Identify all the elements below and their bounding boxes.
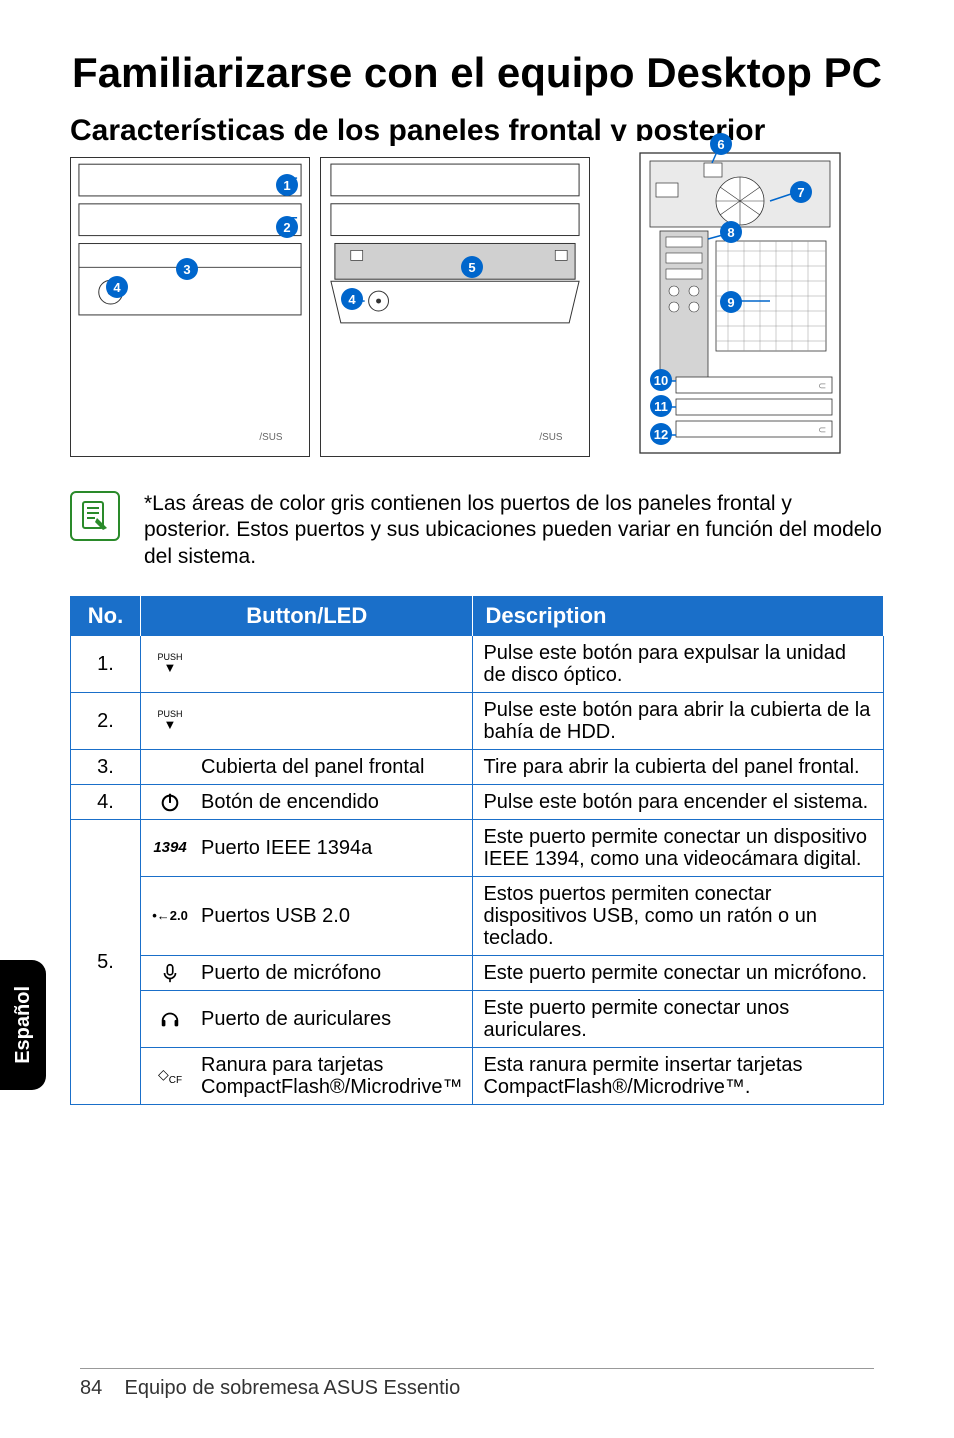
svg-text:⊂: ⊂ xyxy=(818,425,826,436)
svg-text:⊂: ⊂ xyxy=(818,381,826,392)
table-row: ◇CF Ranura para tarjetas CompactFlash®/Mi… xyxy=(71,1047,884,1104)
footer-text: Equipo de sobremesa ASUS Essentio xyxy=(124,1377,460,1399)
description-cell: Este puerto permite conectar un micrófon… xyxy=(473,955,884,990)
table-row: 5.1394Puerto IEEE 1394aEste puerto permi… xyxy=(71,819,884,876)
table-row: 2. PUSH▼ Pulse este botón para abrir la cu… xyxy=(71,692,884,749)
button-led-cell: Puerto de micrófono xyxy=(141,955,473,990)
mic-icon xyxy=(151,962,189,984)
button-led-cell: PUSH▼ xyxy=(141,692,473,749)
description-cell: Tire para abrir la cubierta del panel fr… xyxy=(473,749,884,784)
button-led-cell: Cubierta del panel frontal xyxy=(141,749,473,784)
button-led-label: Puertos USB 2.0 xyxy=(201,905,462,927)
table-row: Puerto de micrófono Este puerto permite c… xyxy=(71,955,884,990)
language-tab-label: Español xyxy=(12,986,35,1064)
table-row: 3. Cubierta del panel frontal Tire para ab… xyxy=(71,749,884,784)
language-tab: Español xyxy=(0,960,46,1090)
svg-text:/SUS: /SUS xyxy=(259,432,283,443)
note-text: *Las áreas de color gris contienen los p… xyxy=(144,491,884,570)
description-cell: Este puerto permite conectar unos auricu… xyxy=(473,990,884,1047)
diagram-front-1: /SUS 1234 xyxy=(70,157,310,457)
button-led-label: Cubierta del panel frontal xyxy=(201,756,462,778)
diagram-front-2: /SUS 54 xyxy=(320,157,590,457)
note-icon xyxy=(70,491,120,541)
table-row: 1. PUSH▼ Pulse este botón para expulsar la… xyxy=(71,635,884,692)
button-led-cell: Botón de encendido xyxy=(141,784,473,819)
button-led-label: Puerto de auriculares xyxy=(201,1008,462,1030)
row-number: 3. xyxy=(71,749,141,784)
th-no: No. xyxy=(71,596,141,635)
th-description: Description xyxy=(473,596,884,635)
description-cell: Pulse este botón para encender el sistem… xyxy=(473,784,884,819)
row-number: 4. xyxy=(71,784,141,819)
page-title: Familiarizarse con el equipo Desktop PC xyxy=(70,50,884,96)
usb-icon: •←2.0 xyxy=(151,909,189,923)
description-cell: Pulse este botón para expulsar la unidad… xyxy=(473,635,884,692)
row-number: 1. xyxy=(71,635,141,692)
spec-table: No. Button/LED Description 1. PUSH▼ Pulse … xyxy=(70,596,884,1105)
description-cell: Este puerto permite conectar un disposit… xyxy=(473,819,884,876)
description-cell: Estos puertos permiten conectar disposit… xyxy=(473,876,884,955)
page-number: 84 xyxy=(80,1377,102,1399)
table-row: 4. Botón de encendido Pulse este botón par… xyxy=(71,784,884,819)
button-led-cell: •←2.0 Puertos USB 2.0 xyxy=(141,876,473,955)
description-cell: Pulse este botón para abrir la cubierta … xyxy=(473,692,884,749)
1394-icon: 1394 xyxy=(151,840,189,857)
row-number: 2. xyxy=(71,692,141,749)
button-led-label: Botón de encendido xyxy=(201,791,462,813)
button-led-cell: PUSH▼ xyxy=(141,635,473,692)
footer: 84 Equipo de sobremesa ASUS Essentio xyxy=(80,1368,874,1400)
diagram-rear: ⊂ ⊂ 6789101112 xyxy=(600,141,850,461)
table-row: Puerto de auriculares Este puerto permite… xyxy=(71,990,884,1047)
row-number: 5. xyxy=(71,819,141,1104)
table-row: •←2.0 Puertos USB 2.0 Estos puertos permit… xyxy=(71,876,884,955)
diagram-row: /SUS 1234 /SUS 54 xyxy=(70,157,884,461)
hp-icon xyxy=(151,1008,189,1030)
note-block: *Las áreas de color gris contienen los p… xyxy=(70,491,884,570)
description-cell: Esta ranura permite insertar tarjetas Co… xyxy=(473,1047,884,1104)
th-button-led: Button/LED xyxy=(141,596,473,635)
push-icon: PUSH▼ xyxy=(151,710,189,731)
push-icon: PUSH▼ xyxy=(151,653,189,674)
svg-text:/SUS: /SUS xyxy=(539,432,563,443)
button-led-label: Puerto IEEE 1394a xyxy=(201,837,462,859)
cf-icon: ◇CF xyxy=(151,1067,189,1086)
button-led-cell: Puerto de auriculares xyxy=(141,990,473,1047)
power-icon xyxy=(151,791,189,813)
button-led-label: Ranura para tarjetas CompactFlash®/Micro… xyxy=(201,1054,462,1098)
button-led-cell: 1394 Puerto IEEE 1394a xyxy=(141,819,473,876)
button-led-cell: ◇CF Ranura para tarjetas CompactFlash®/Mi… xyxy=(141,1047,473,1104)
button-led-label: Puerto de micrófono xyxy=(201,962,462,984)
